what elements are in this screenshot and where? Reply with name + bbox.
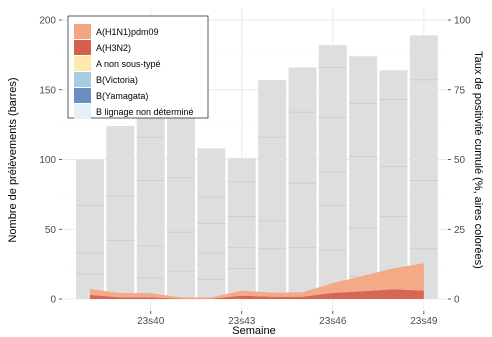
legend-label: B lignage non déterminé — [96, 107, 194, 117]
y2-tick-label: 75 — [454, 85, 466, 96]
bar — [136, 109, 165, 299]
y2-tick-label: 100 — [454, 16, 471, 27]
bar — [227, 158, 256, 299]
x-tick-label: 23s43 — [228, 316, 256, 327]
legend-label: A(H3N2) — [96, 43, 131, 53]
y2-tick-label: 50 — [454, 155, 466, 166]
x-tick-label: 23s40 — [137, 316, 165, 327]
bar — [409, 35, 438, 299]
positivity-areas — [90, 263, 424, 299]
area-series — [90, 263, 424, 299]
legend-label: B(Yamagata) — [96, 91, 148, 101]
legend-swatch — [74, 40, 91, 55]
legend-swatch — [74, 56, 91, 71]
legend-label: A non sous-typé — [96, 59, 161, 69]
bar — [379, 70, 408, 299]
legend-swatch — [74, 104, 91, 119]
area-series — [90, 289, 424, 299]
y-axis-right: 0 25 50 75 100 — [448, 16, 471, 306]
legend-label: B(Victoria) — [96, 75, 138, 85]
legend-swatch — [74, 88, 91, 103]
y-tick-label: 150 — [39, 85, 56, 96]
y2-tick-label: 25 — [454, 225, 466, 236]
x-tick-label: 23s49 — [410, 316, 438, 327]
y-axis-left: 0 50 100 150 200 — [39, 16, 62, 306]
legend-swatch — [74, 24, 91, 39]
legend-swatch — [74, 72, 91, 87]
bar — [106, 126, 135, 300]
y-tick-label: 50 — [45, 225, 57, 236]
y-axis-title: Nombre de prélèvements (barres) — [7, 77, 19, 242]
bar — [76, 159, 104, 299]
y-tick-label: 0 — [50, 295, 56, 306]
legend: A(H1N1)pdm09 A(H3N2) A non sous-typé B(Vict… — [67, 15, 209, 119]
bar — [349, 56, 378, 299]
x-tick-label: 23s46 — [319, 316, 347, 327]
legend-box — [67, 15, 209, 119]
bars — [76, 35, 438, 300]
x-axis: 23s40 23s43 23s46 23s49 — [137, 311, 438, 327]
bar — [258, 79, 287, 299]
y-tick-label: 200 — [39, 16, 56, 27]
y-tick-label: 100 — [39, 155, 56, 166]
legend-label: A(H1N1)pdm09 — [96, 27, 159, 37]
y2-tick-label: 0 — [454, 295, 460, 306]
y2-axis-title: Taux de positivité cumulé (%, aires colo… — [472, 51, 484, 269]
x-axis-title: Semaine — [232, 325, 275, 337]
bar — [167, 103, 196, 299]
